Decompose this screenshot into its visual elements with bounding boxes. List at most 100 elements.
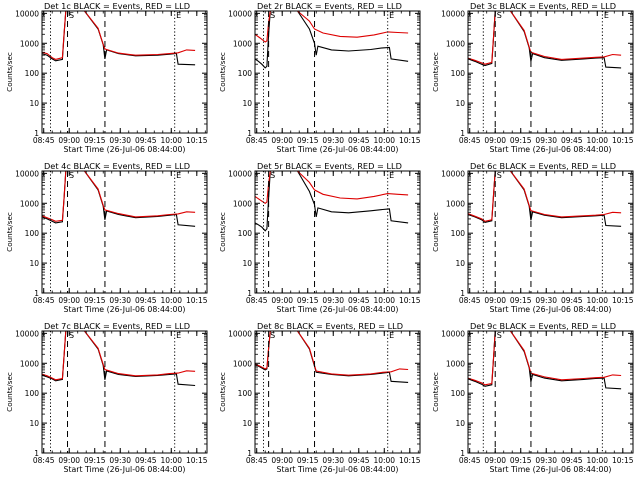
y-axis-label: Counts/sec bbox=[431, 372, 440, 412]
marker-label-s: S bbox=[270, 171, 275, 180]
y-tick-label: 10000 bbox=[228, 169, 252, 178]
x-tick-label: 09:15 bbox=[297, 296, 319, 305]
y-tick-label: 1000 bbox=[20, 359, 39, 368]
panel-title: Det 3c BLACK = Events, RED = LLD bbox=[470, 1, 616, 11]
marker-label-s: S bbox=[270, 331, 275, 340]
x-tick-label: 09:30 bbox=[109, 296, 131, 305]
x-tick-label: 10:15 bbox=[186, 456, 208, 465]
y-tick-label: 10000 bbox=[228, 9, 252, 18]
marker-label-s: S bbox=[69, 171, 74, 180]
y-tick-label: 1 bbox=[460, 289, 465, 298]
x-axis-label: Start Time (26-Jul-06 08:44:00) bbox=[277, 145, 399, 154]
y-tick-label: 10000 bbox=[441, 169, 465, 178]
marker-label-s: S bbox=[497, 171, 502, 180]
lld-series-line bbox=[254, 10, 409, 43]
y-tick-label: 10000 bbox=[15, 329, 39, 338]
x-tick-label: 09:30 bbox=[109, 136, 131, 145]
y-tick-label: 100 bbox=[25, 229, 40, 238]
y-axis-label: Counts/sec bbox=[218, 52, 227, 92]
lld-series-line bbox=[467, 10, 622, 65]
x-tick-label: 08:45 bbox=[459, 456, 481, 465]
lld-series-line bbox=[41, 10, 196, 60]
marker-label-e: E bbox=[389, 331, 394, 340]
marker-label-e: E bbox=[176, 331, 181, 340]
y-tick-label: 1000 bbox=[233, 199, 252, 208]
x-tick-label: 09:45 bbox=[348, 296, 370, 305]
y-tick-label: 10 bbox=[455, 259, 465, 268]
panel-title: Det 1c BLACK = Events, RED = LLD bbox=[44, 1, 190, 11]
x-tick-label: 09:45 bbox=[348, 136, 370, 145]
events-series-line bbox=[467, 170, 622, 227]
x-tick-label: 08:45 bbox=[246, 136, 268, 145]
x-tick-label: 09:30 bbox=[322, 296, 344, 305]
plot-frame bbox=[254, 330, 421, 454]
x-axis-label: Start Time (26-Jul-06 08:44:00) bbox=[490, 305, 612, 314]
y-tick-label: 10 bbox=[242, 259, 252, 268]
x-tick-label: 10:15 bbox=[612, 296, 634, 305]
y-tick-label: 1 bbox=[34, 129, 39, 138]
plot-frame bbox=[41, 10, 208, 134]
x-tick-label: 10:00 bbox=[160, 136, 182, 145]
x-tick-label: 09:45 bbox=[135, 456, 157, 465]
y-tick-label: 1 bbox=[247, 449, 252, 458]
x-tick-label: 10:15 bbox=[399, 136, 421, 145]
x-tick-label: 09:30 bbox=[535, 296, 557, 305]
panel-title: Det 4c BLACK = Events, RED = LLD bbox=[44, 161, 190, 171]
x-tick-label: 09:30 bbox=[109, 456, 131, 465]
y-tick-label: 1 bbox=[247, 289, 252, 298]
y-axis-label: Counts/sec bbox=[5, 372, 14, 412]
panel-title: Det 9c BLACK = Events, RED = LLD bbox=[470, 321, 616, 331]
y-tick-label: 10000 bbox=[15, 9, 39, 18]
x-tick-label: 09:00 bbox=[271, 456, 293, 465]
y-tick-label: 1000 bbox=[446, 359, 465, 368]
x-tick-label: 08:45 bbox=[246, 296, 268, 305]
y-tick-label: 1000 bbox=[20, 39, 39, 48]
x-tick-label: 09:00 bbox=[271, 296, 293, 305]
y-tick-label: 100 bbox=[451, 69, 466, 78]
plot-frame bbox=[467, 330, 634, 454]
y-tick-label: 10000 bbox=[228, 329, 252, 338]
y-tick-label: 10 bbox=[242, 419, 252, 428]
x-tick-label: 09:30 bbox=[322, 456, 344, 465]
x-tick-label: 10:15 bbox=[612, 456, 634, 465]
y-axis-label: Counts/sec bbox=[218, 372, 227, 412]
lld-series-line bbox=[254, 330, 409, 376]
events-series-line bbox=[254, 330, 409, 383]
y-tick-label: 100 bbox=[25, 389, 40, 398]
lld-series-line bbox=[41, 330, 196, 381]
y-tick-label: 10000 bbox=[441, 9, 465, 18]
y-axis-label: Counts/sec bbox=[218, 212, 227, 252]
panel-title: Det 6c BLACK = Events, RED = LLD bbox=[470, 161, 616, 171]
plot-frame bbox=[41, 170, 208, 294]
x-tick-label: 09:30 bbox=[535, 456, 557, 465]
x-tick-label: 10:00 bbox=[373, 136, 395, 145]
marker-label-e: E bbox=[389, 171, 394, 180]
x-tick-label: 10:00 bbox=[586, 136, 608, 145]
x-tick-label: 09:45 bbox=[135, 136, 157, 145]
x-tick-label: 09:00 bbox=[58, 136, 80, 145]
y-tick-label: 1 bbox=[34, 289, 39, 298]
x-tick-label: 08:45 bbox=[459, 296, 481, 305]
y-tick-label: 100 bbox=[238, 69, 253, 78]
y-tick-label: 10000 bbox=[441, 329, 465, 338]
x-tick-label: 09:15 bbox=[84, 136, 106, 145]
y-axis-label: Counts/sec bbox=[431, 212, 440, 252]
y-tick-label: 100 bbox=[451, 389, 466, 398]
y-tick-label: 10 bbox=[29, 99, 39, 108]
y-tick-label: 10 bbox=[455, 419, 465, 428]
marker-label-e: E bbox=[604, 171, 609, 180]
marker-label-s: S bbox=[270, 11, 275, 20]
panel-title: Det 5r BLACK = Events, RED = LLD bbox=[257, 161, 402, 171]
lld-series-line bbox=[467, 330, 622, 386]
y-axis-label: Counts/sec bbox=[5, 52, 14, 92]
x-tick-label: 09:45 bbox=[348, 456, 370, 465]
y-tick-label: 1 bbox=[460, 129, 465, 138]
plot-frame bbox=[41, 330, 208, 454]
x-tick-label: 09:15 bbox=[84, 456, 106, 465]
y-tick-label: 10 bbox=[29, 259, 39, 268]
x-axis-label: Start Time (26-Jul-06 08:44:00) bbox=[277, 465, 399, 474]
